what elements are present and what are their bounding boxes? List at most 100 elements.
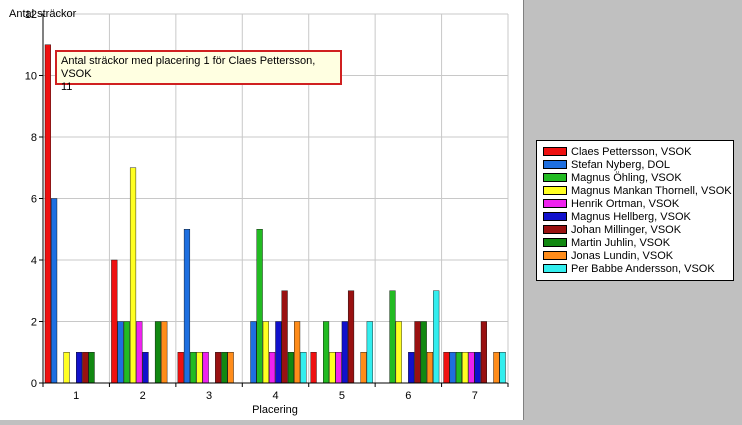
bar xyxy=(111,259,118,384)
bar-tooltip: Antal sträckor med placering 1 för Claes… xyxy=(55,50,342,93)
legend-label: Stefan Nyberg, DOL xyxy=(571,159,671,171)
bar xyxy=(426,352,434,384)
bar xyxy=(455,352,462,384)
bar xyxy=(161,321,168,384)
y-tick-label: 10 xyxy=(25,71,37,83)
legend-swatch xyxy=(543,251,567,260)
bars xyxy=(44,44,506,384)
x-tick-label: 1 xyxy=(73,390,79,402)
legend-swatch xyxy=(543,212,567,221)
x-tick-label: 4 xyxy=(272,390,278,402)
bar xyxy=(366,321,373,384)
bar xyxy=(281,290,288,384)
bar xyxy=(468,352,475,384)
legend-label: Johan Millinger, VSOK xyxy=(571,224,682,236)
bar xyxy=(196,352,203,384)
bar xyxy=(480,321,487,384)
bar xyxy=(136,321,143,384)
bar xyxy=(287,352,294,384)
legend-swatch xyxy=(543,225,567,234)
x-tick-label: 6 xyxy=(405,390,411,402)
legend-label: Magnus Hellberg, VSOK xyxy=(571,211,691,223)
legend-label: Claes Pettersson, VSOK xyxy=(571,146,692,158)
bar xyxy=(256,229,263,384)
bar xyxy=(177,352,184,384)
bar xyxy=(462,352,469,384)
legend-swatch xyxy=(543,160,567,169)
bar xyxy=(347,290,355,384)
legend-label: Magnus Öhling, VSOK xyxy=(571,172,682,184)
bar xyxy=(190,352,197,384)
bar xyxy=(420,321,427,384)
bar xyxy=(63,352,70,384)
bar xyxy=(44,44,51,384)
bar xyxy=(51,198,58,384)
bar xyxy=(227,352,234,384)
bar xyxy=(129,167,137,384)
x-tick-label: 3 xyxy=(206,390,212,402)
bar xyxy=(76,352,83,384)
bar xyxy=(341,321,348,384)
x-tick-label: 7 xyxy=(472,390,478,402)
legend-label: Henrik Ortman, VSOK xyxy=(571,198,680,210)
bar xyxy=(310,352,317,384)
bar xyxy=(360,352,367,384)
legend-label: Jonas Lundin, VSOK xyxy=(571,250,674,262)
y-tick-label: 2 xyxy=(31,317,37,329)
bar xyxy=(215,352,222,384)
bar xyxy=(142,352,149,384)
bar xyxy=(389,290,396,384)
bar xyxy=(449,352,456,384)
bar xyxy=(395,321,402,384)
bar xyxy=(221,352,228,384)
legend-swatch xyxy=(543,186,567,195)
legend-label: Per Babbe Andersson, VSOK xyxy=(571,263,715,275)
tooltip-line-1: Antal sträckor med placering 1 för Claes… xyxy=(61,55,316,80)
bar xyxy=(82,352,89,384)
bar xyxy=(329,352,336,384)
y-tick-label: 6 xyxy=(31,194,37,206)
x-tick-label: 2 xyxy=(140,390,146,402)
bar xyxy=(433,290,440,384)
legend-swatch xyxy=(543,173,567,182)
bar xyxy=(408,352,415,384)
legend-swatch xyxy=(543,264,567,273)
bar xyxy=(250,321,257,384)
bar xyxy=(88,352,95,384)
legend-swatch xyxy=(543,238,567,247)
y-tick-label: 8 xyxy=(31,132,37,144)
bar xyxy=(493,352,500,384)
bar xyxy=(474,352,481,384)
y-tick-label: 4 xyxy=(31,255,37,267)
legend-swatch xyxy=(543,199,567,208)
tooltip-line-2: 11 xyxy=(61,81,73,93)
y-axis-label: Antal sträckor xyxy=(9,8,77,20)
bar xyxy=(443,352,450,384)
axes xyxy=(39,13,509,387)
y-tick-labels: 0 2 4 6 8 10 12 xyxy=(25,9,37,390)
bar xyxy=(414,321,421,384)
x-axis-label: Placering xyxy=(252,404,298,416)
y-tick-label: 0 xyxy=(31,378,37,390)
bar xyxy=(269,352,276,384)
legend-label: Magnus Mankan Thornell, VSOK xyxy=(571,185,732,197)
bar xyxy=(275,321,282,384)
chart-legend: Claes Pettersson, VSOK Stefan Nyberg, DOL… xyxy=(536,140,734,281)
bar xyxy=(123,321,130,384)
bar xyxy=(335,352,342,384)
legend-swatch xyxy=(543,147,567,156)
bar xyxy=(499,352,506,384)
bar xyxy=(202,352,209,384)
bar xyxy=(117,321,124,384)
bar xyxy=(154,321,162,384)
y-tick-label: 12 xyxy=(25,9,37,21)
bar xyxy=(300,352,307,384)
bar xyxy=(183,229,191,384)
bar xyxy=(262,321,269,384)
legend-label: Martin Juhlin, VSOK xyxy=(571,237,671,249)
x-tick-label: 5 xyxy=(339,390,345,402)
bar xyxy=(323,321,330,384)
